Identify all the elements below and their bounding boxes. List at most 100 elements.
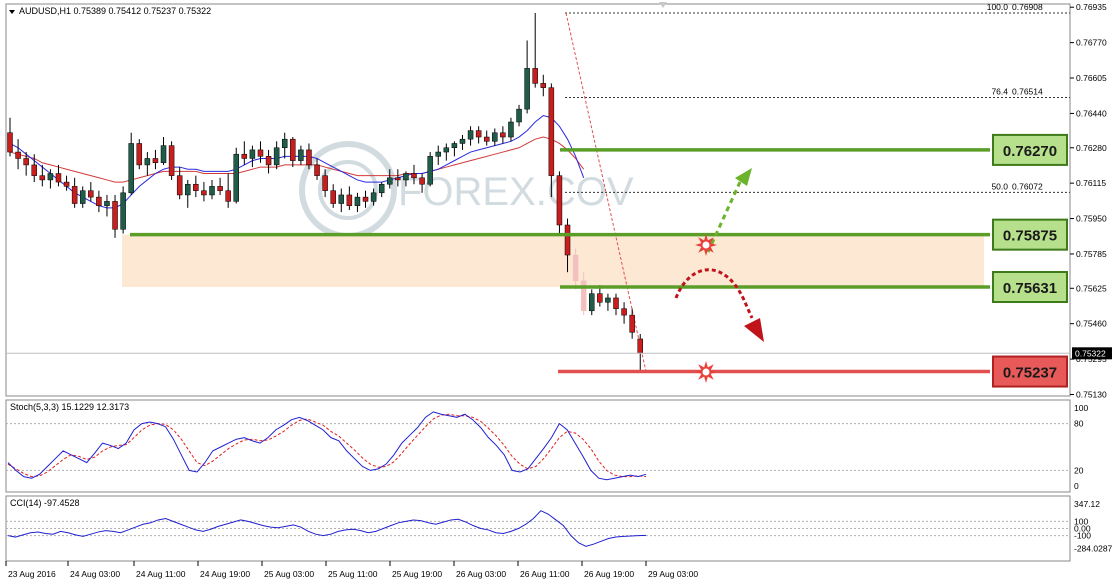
stoch-main-line [7, 411, 647, 481]
fib-level-percent: 50.0 [991, 181, 1008, 191]
horizontal-levels[interactable]: 0.76270 0.75875 0.75631 0.75237 [130, 133, 1068, 388]
candle-body [225, 190, 231, 202]
candle-body [39, 175, 46, 181]
candle-body [516, 108, 522, 123]
time-tick-label: 25 Aug 11:00 [328, 569, 378, 579]
price-panel-title: AUDUSD,H1 0.75389 0.75412 0.75237 0.7532… [19, 6, 211, 16]
candle-body [249, 149, 256, 159]
stochastic-lines: 100 80 20 0 [6, 403, 1088, 491]
candle-body [492, 132, 498, 142]
candle-body [15, 151, 21, 159]
candle-body [241, 153, 248, 159]
fib-trendline [565, 12, 647, 372]
candle-body [201, 190, 207, 196]
candle-body [63, 181, 70, 187]
candle-body [467, 130, 474, 140]
candle-body [96, 196, 102, 206]
candle-body [160, 145, 167, 164]
candle-body [451, 143, 458, 149]
level-label: 0.75237 [1003, 365, 1057, 382]
symbol-dropdown-icon[interactable] [9, 10, 15, 14]
candle-body [112, 201, 118, 230]
time-tick-label: 26 Aug 03:00 [456, 569, 506, 579]
candle-body [597, 293, 603, 303]
cci-tick-label: 347.12 [1074, 499, 1100, 509]
candle-body [128, 143, 134, 194]
time-tick-label: 24 Aug 03:00 [70, 569, 120, 579]
candle-body [605, 297, 611, 303]
support-zone-rect [122, 234, 984, 288]
candle-body [217, 186, 223, 191]
candle-body [290, 138, 296, 161]
cci-tick-label: -100 [1074, 531, 1091, 541]
candle-body [104, 201, 110, 206]
candle-body [168, 145, 175, 176]
price-tick-label: 0.75130 [1076, 389, 1107, 399]
moving-average-red [9, 136, 585, 183]
breakout-starburst-core [702, 241, 710, 249]
candle-body [378, 183, 385, 194]
candle-body [298, 149, 304, 161]
candle-body [120, 192, 126, 230]
price-tick-label: 0.76605 [1076, 73, 1107, 83]
bullish-arrow-head [735, 168, 752, 186]
fib-level-price: 0.76908 [1012, 2, 1043, 12]
level-label: 0.75631 [1003, 280, 1057, 297]
time-axis: 23 Aug 2016 24 Aug 03:00 24 Aug 11:00 24 Au… [5, 561, 698, 579]
candle-body [483, 136, 490, 142]
fib-level-price: 0.76514 [1012, 87, 1043, 97]
price-tick-label: 0.75460 [1076, 319, 1107, 329]
level-label-box [992, 271, 1068, 304]
candle-body [629, 314, 635, 333]
annotations [674, 168, 764, 383]
time-tick-label: 24 Aug 11:00 [136, 569, 186, 579]
stoch-signal-line [7, 413, 647, 478]
candle-body [79, 190, 86, 204]
stoch-tick-label: 20 [1074, 465, 1084, 475]
candle-body [31, 164, 37, 176]
current-price-label: 0.75322 [1075, 348, 1106, 358]
candles [7, 13, 643, 372]
candle-body [403, 173, 409, 181]
stochastic-title: Stoch(5,3,3) 15.1229 12.3173 [10, 402, 129, 412]
candle-body [88, 190, 94, 198]
candle-body [524, 68, 530, 110]
candle-body [427, 156, 433, 185]
candle-body [508, 121, 514, 138]
candle-body [136, 143, 143, 166]
fib-level-percent: 100.0 [987, 2, 1009, 12]
candle-body [540, 83, 547, 88]
candle-body [354, 196, 361, 206]
level-label-box [992, 355, 1068, 388]
fib-level-price: 0.76072 [1012, 181, 1043, 191]
fib-level-percent: 76.4 [991, 87, 1008, 97]
cci-tick-label: -284.0287 [1074, 544, 1113, 554]
price-tick-label: 0.75785 [1076, 249, 1107, 259]
candle-body [362, 196, 369, 202]
candle-body [7, 132, 13, 153]
candle-body [532, 68, 538, 84]
price-panel-frame[interactable] [5, 3, 1071, 397]
candle-body [459, 138, 466, 144]
time-tick-label: 23 Aug 2016 [8, 569, 56, 579]
price-axis: 0.76935 0.76770 0.76605 0.76440 0.76280 0.761… [6, 2, 1112, 399]
candle-body [621, 308, 627, 316]
fibonacci-retracement[interactable]: 100.0 0.76908 76.4 0.76514 50.0 0.76072 [565, 2, 1070, 372]
candle-body [370, 192, 377, 202]
candle-body [209, 186, 215, 196]
candle-body [589, 293, 595, 312]
stochastic-panel-frame[interactable] [5, 399, 1071, 493]
time-tick-label: 25 Aug 03:00 [264, 569, 314, 579]
time-tick-label: 26 Aug 19:00 [584, 569, 634, 579]
moving-averages [9, 115, 585, 209]
level-label: 0.75875 [1003, 228, 1057, 245]
chart-shift-marker[interactable] [659, 2, 667, 8]
candle-body [330, 190, 336, 204]
candle-body [23, 158, 29, 166]
candle-body [475, 130, 482, 138]
candle-body [548, 87, 555, 176]
candle-body [265, 156, 272, 166]
time-tick-label: 29 Aug 03:00 [648, 569, 698, 579]
price-tick-label: 0.76115 [1076, 178, 1106, 188]
